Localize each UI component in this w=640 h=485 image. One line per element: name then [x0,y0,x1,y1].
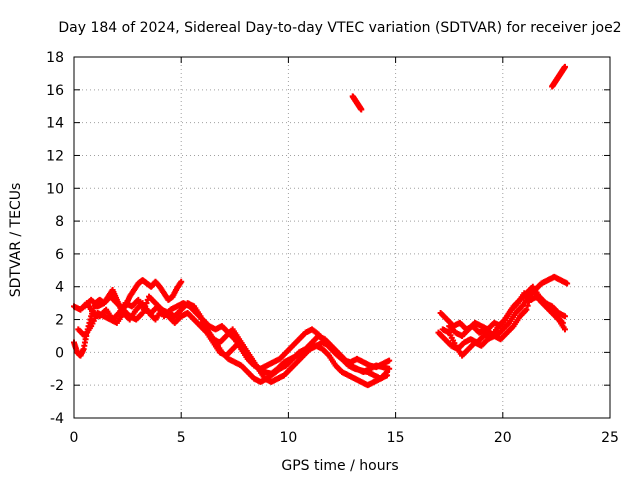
data-point [140,306,147,313]
data-point [564,280,571,287]
chart-title: Day 184 of 2024, Sidereal Day-to-day VTE… [58,20,621,36]
y-axis-label: SDTVAR / TECUs [8,183,24,298]
data-point [523,306,530,313]
series-trace-i [446,283,568,339]
x-tick-label: 15 [387,430,405,446]
y-tick-label: 4 [55,280,64,296]
x-tick-label: 0 [70,430,79,446]
y-tick-label: -4 [50,411,64,427]
data-point [525,298,532,305]
x-tick-label: 10 [279,430,297,446]
axis-ticks: 0 5 10 15 20 25 -4 -2 0 2 4 6 8 10 12 14 16 18 [46,50,619,446]
grid [74,57,610,418]
data-point [524,302,531,309]
data-points [71,63,571,389]
data-point [561,326,568,333]
data-point [139,309,146,316]
data-point [358,106,365,113]
data-point [527,294,534,301]
y-tick-label: 18 [46,50,64,66]
x-tick-label: 5 [177,430,186,446]
y-tick-label: 8 [55,214,64,230]
data-point [143,300,150,307]
y-tick-label: 0 [55,345,64,361]
x-axis-label: GPS time / hours [281,458,398,474]
data-point [386,357,393,364]
y-tick-label: -2 [50,378,64,394]
x-tick-label: 25 [601,430,619,446]
plot-frame [73,56,611,419]
y-tick-label: 12 [46,148,64,164]
x-tick-label: 20 [494,430,512,446]
data-point [561,313,568,320]
y-tick-label: 10 [46,181,64,197]
data-point [142,303,149,310]
series-trace-e [199,319,393,385]
data-point [178,278,185,285]
y-tick-label: 2 [55,313,64,329]
y-tick-label: 16 [46,83,64,99]
y-tick-label: 14 [46,116,64,132]
data-point [561,63,568,70]
y-tick-label: 6 [55,247,64,263]
series-trace-j [349,93,365,113]
data-point [386,365,393,372]
series-trace-k [549,63,568,90]
